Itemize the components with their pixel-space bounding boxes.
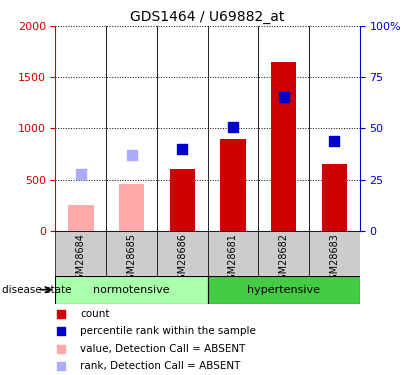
- Text: percentile rank within the sample: percentile rank within the sample: [80, 326, 256, 336]
- Bar: [258, 231, 309, 276]
- Point: [280, 94, 287, 100]
- Text: value, Detection Call = ABSENT: value, Detection Call = ABSENT: [80, 344, 245, 354]
- Text: GSM28683: GSM28683: [329, 233, 339, 286]
- Text: GSM28682: GSM28682: [279, 233, 289, 286]
- Bar: [119, 184, 144, 231]
- Bar: [208, 276, 360, 304]
- Bar: [208, 231, 258, 276]
- Text: disease state: disease state: [2, 285, 72, 295]
- Point: [58, 363, 65, 369]
- Bar: [169, 170, 195, 231]
- Text: rank, Detection Call = ABSENT: rank, Detection Call = ABSENT: [80, 361, 240, 371]
- Point: [58, 328, 65, 334]
- Point: [128, 152, 135, 158]
- Point: [230, 124, 236, 130]
- Bar: [322, 164, 347, 231]
- Bar: [68, 205, 94, 231]
- Point: [78, 171, 84, 177]
- Text: hypertensive: hypertensive: [247, 285, 320, 295]
- Point: [331, 138, 337, 144]
- Bar: [309, 231, 360, 276]
- Point: [58, 311, 65, 317]
- Bar: [55, 231, 106, 276]
- Bar: [271, 62, 296, 231]
- Text: GSM28686: GSM28686: [177, 233, 187, 286]
- Text: normotensive: normotensive: [93, 285, 170, 295]
- Title: GDS1464 / U69882_at: GDS1464 / U69882_at: [130, 10, 285, 24]
- Bar: [106, 231, 157, 276]
- Point: [58, 346, 65, 352]
- Bar: [157, 231, 208, 276]
- Text: count: count: [80, 309, 110, 319]
- Bar: [220, 139, 245, 231]
- Text: GSM28684: GSM28684: [76, 233, 86, 286]
- Text: GSM28685: GSM28685: [127, 233, 136, 286]
- Point: [179, 146, 185, 152]
- Bar: [55, 276, 208, 304]
- Text: GSM28681: GSM28681: [228, 233, 238, 286]
